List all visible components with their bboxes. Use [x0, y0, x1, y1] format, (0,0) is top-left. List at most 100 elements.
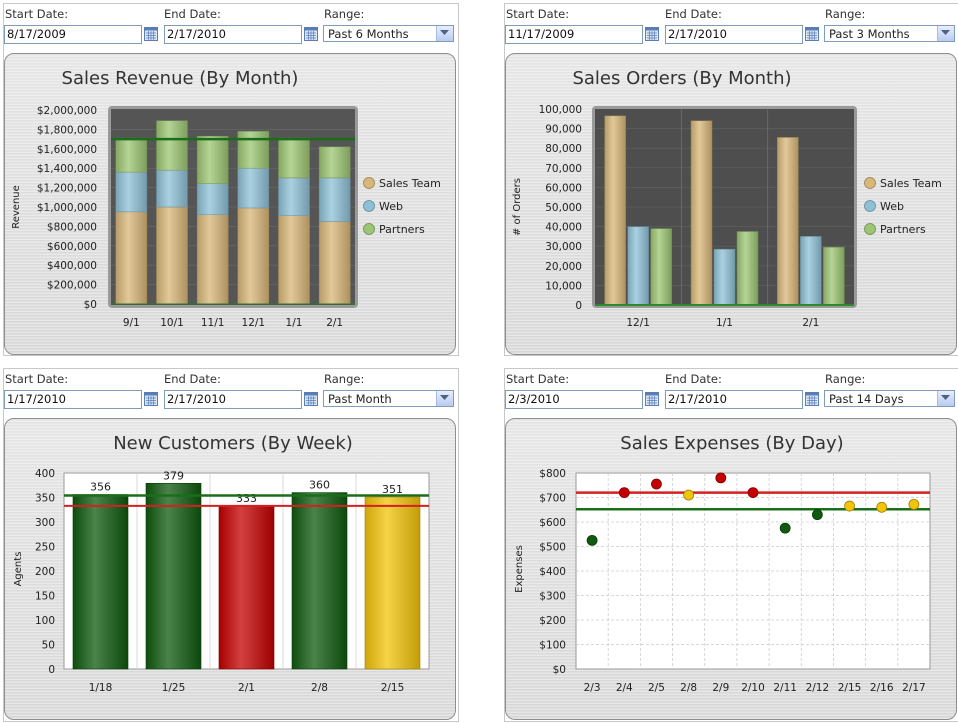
end-date-input[interactable]: 2/17/2010 [665, 25, 803, 44]
bar-segment [318, 177, 351, 222]
bar-segment [196, 135, 229, 184]
y-tick-label: $800,000 [47, 221, 97, 233]
data-label: 356 [90, 481, 111, 494]
filter-bar: Start Date: End Date: Range: 11/17/2009 … [504, 3, 958, 51]
data-label: 351 [382, 483, 403, 496]
x-tick-label: 2/9 [712, 682, 729, 694]
legend-marker [864, 177, 876, 189]
bar-segment [318, 221, 351, 305]
y-tick-label: $1,800,000 [37, 124, 97, 136]
start-date-input[interactable]: 1/17/2010 [4, 390, 142, 409]
chart-title: Sales Orders (By Month) [572, 68, 791, 89]
y-tick-label: $1,000,000 [37, 202, 97, 214]
calendar-icon[interactable] [304, 392, 318, 406]
legend-marker [864, 223, 876, 235]
range-label: Range: [825, 372, 866, 386]
range-value: Past Month [328, 392, 392, 406]
legend-marker [363, 200, 375, 212]
legend-entry: Partners [880, 223, 926, 236]
y-tick-label: $100 [539, 640, 566, 652]
x-tick-label: 1/1 [716, 317, 733, 329]
bar [736, 231, 759, 306]
y-tick-label: 50,000 [545, 202, 582, 214]
bar-segment [196, 214, 229, 305]
y-tick-label: $0 [84, 299, 97, 311]
bar-segment [115, 171, 148, 213]
x-tick-label: 2/8 [680, 682, 697, 694]
chart-title: Sales Revenue (By Month) [62, 68, 299, 89]
start-date-input[interactable]: 11/17/2009 [505, 25, 643, 44]
range-select[interactable]: Past 6 Months [323, 25, 454, 42]
start-date-input[interactable]: 2/3/2010 [505, 390, 643, 409]
data-point [683, 489, 695, 501]
end-date-input[interactable]: 2/17/2010 [164, 390, 302, 409]
orders-chart: Sales Orders (By Month) 0 10,000 20,000 30,0… [512, 68, 942, 329]
filter-bar: Start Date: End Date: Range: 8/17/2009 2… [3, 3, 457, 51]
end-date-label: End Date: [665, 7, 722, 21]
start-date-input[interactable]: 8/17/2009 [4, 25, 142, 44]
chevron-down-icon[interactable] [436, 26, 453, 41]
bar-segment [278, 177, 310, 216]
y-tick-label: 400 [35, 468, 55, 480]
data-point [876, 501, 888, 513]
data-label: 379 [163, 469, 184, 482]
bar [145, 482, 202, 670]
range-select[interactable]: Past 3 Months [824, 25, 955, 42]
y-axis-label: Expenses [514, 545, 525, 593]
range-select[interactable]: Past 14 Days [824, 390, 955, 407]
data-label: 360 [309, 479, 330, 492]
bar-segment [278, 137, 310, 179]
end-date-input[interactable]: 2/17/2010 [164, 25, 302, 44]
revenue-chart: Sales Revenue (By Month) $0 $200,000 $400,0… [11, 68, 441, 329]
calendar-icon[interactable] [645, 392, 659, 406]
bar [800, 236, 822, 306]
x-tick-label: 1/1 [286, 317, 303, 329]
legend-entry: Partners [379, 223, 425, 236]
y-tick-label: 100,000 [539, 104, 582, 116]
x-tick-label: 2/4 [616, 682, 633, 694]
bar-segment [156, 120, 188, 171]
chevron-down-icon[interactable] [937, 391, 954, 406]
calendar-icon[interactable] [645, 27, 659, 41]
chart-panel: Sales Orders (By Month) 0 10,000 20,000 30,0… [505, 53, 957, 355]
bar [690, 120, 713, 306]
calendar-icon[interactable] [805, 27, 819, 41]
calendar-icon[interactable] [144, 392, 158, 406]
range-value: Past 3 Months [829, 27, 910, 41]
data-point [779, 522, 791, 534]
range-label: Range: [324, 372, 365, 386]
bar [604, 115, 626, 306]
bar [291, 492, 348, 670]
y-tick-label: 300 [35, 517, 55, 529]
bar [713, 248, 736, 306]
filter-bar: Start Date: End Date: Range: 2/3/2010 2/… [504, 368, 958, 416]
y-tick-label: 350 [35, 493, 55, 505]
chevron-down-icon[interactable] [937, 26, 954, 41]
calendar-icon[interactable] [144, 27, 158, 41]
bar [364, 496, 421, 670]
calendar-icon[interactable] [805, 392, 819, 406]
y-tick-label: $2,000,000 [37, 105, 97, 117]
y-tick-label: 90,000 [545, 124, 582, 136]
y-tick-label: $600,000 [47, 241, 97, 253]
x-tick-label: 2/1 [326, 317, 343, 329]
end-date-input[interactable]: 2/17/2010 [665, 390, 803, 409]
y-tick-label: 10,000 [545, 280, 582, 292]
bar [650, 228, 672, 306]
data-point [651, 478, 662, 490]
y-tick-label: $700 [539, 493, 566, 505]
data-point [586, 534, 598, 546]
y-tick-label: $1,600,000 [37, 144, 97, 156]
x-tick-label: 2/1 [802, 317, 819, 329]
bar-segment [237, 131, 270, 169]
data-point [908, 498, 920, 510]
y-tick-label: $200,000 [47, 280, 97, 292]
x-tick-label: 2/11 [773, 682, 797, 694]
range-select[interactable]: Past Month [323, 390, 454, 407]
calendar-icon[interactable] [304, 27, 318, 41]
range-value: Past 6 Months [328, 27, 409, 41]
y-tick-label: $200 [539, 615, 566, 627]
chevron-down-icon[interactable] [436, 391, 453, 406]
bar [627, 226, 649, 306]
bar [777, 137, 799, 306]
